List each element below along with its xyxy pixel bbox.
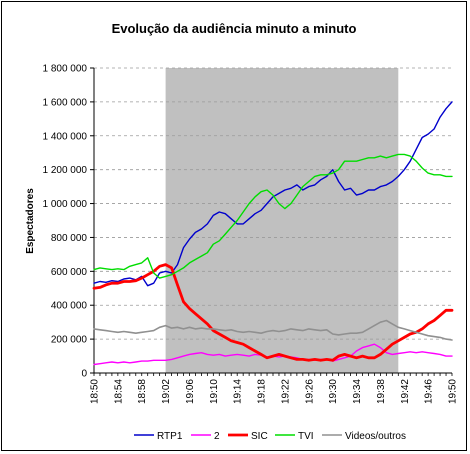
- x-tick-label: 19:18: [257, 379, 268, 404]
- legend-label: TVI: [298, 431, 314, 442]
- x-tick-label: 19:02: [161, 379, 172, 404]
- plot-area: 0 200 000 400 000 600 000 800 000 1 000 000 1 …: [43, 64, 459, 405]
- legend-label: 2: [214, 431, 220, 442]
- x-tick-label: 19:26: [304, 379, 315, 404]
- y-tick-label: 1 000 000: [43, 199, 88, 210]
- legend-label: SIC: [251, 431, 268, 442]
- x-tick-label: 19:42: [400, 379, 411, 404]
- y-tick-label: 200 000: [51, 335, 88, 346]
- x-tick-label: 19:46: [424, 379, 435, 404]
- legend-label: Videos/outros: [345, 431, 406, 442]
- chart-title: Evolução da audiência minuto a minuto: [112, 21, 357, 36]
- y-tick-label: 600 000: [51, 267, 88, 278]
- x-tick-label: 19:22: [280, 379, 291, 404]
- legend-label: RTP1: [157, 431, 183, 442]
- y-tick-label: 1 800 000: [43, 64, 88, 75]
- y-tick-label: 800 000: [51, 233, 88, 244]
- x-tick-label: 19:50: [448, 379, 459, 404]
- x-tick-label: 19:38: [376, 379, 387, 404]
- legend: RTP1 2 SIC TVI Videos/outros: [134, 431, 406, 442]
- x-tick-label: 19:06: [185, 379, 196, 404]
- highlight-band: [166, 68, 399, 373]
- y-tick-label: 0: [81, 369, 87, 380]
- x-tick-label: 19:14: [233, 379, 244, 404]
- x-tick-label: 19:34: [352, 379, 363, 404]
- y-tick-label: 400 000: [51, 301, 88, 312]
- x-tick-label: 18:58: [137, 379, 148, 404]
- x-tick-label: 19:10: [209, 379, 220, 404]
- y-tick-label: 1 200 000: [43, 165, 88, 176]
- x-tick-label: 18:54: [113, 379, 124, 404]
- x-tick-label: 18:50: [90, 379, 101, 404]
- x-tick-label: 19:30: [328, 379, 339, 404]
- y-tick-label: 1 600 000: [43, 97, 88, 108]
- y-tick-label: 1 400 000: [43, 131, 88, 142]
- y-axis-label: Espectadores: [25, 188, 36, 254]
